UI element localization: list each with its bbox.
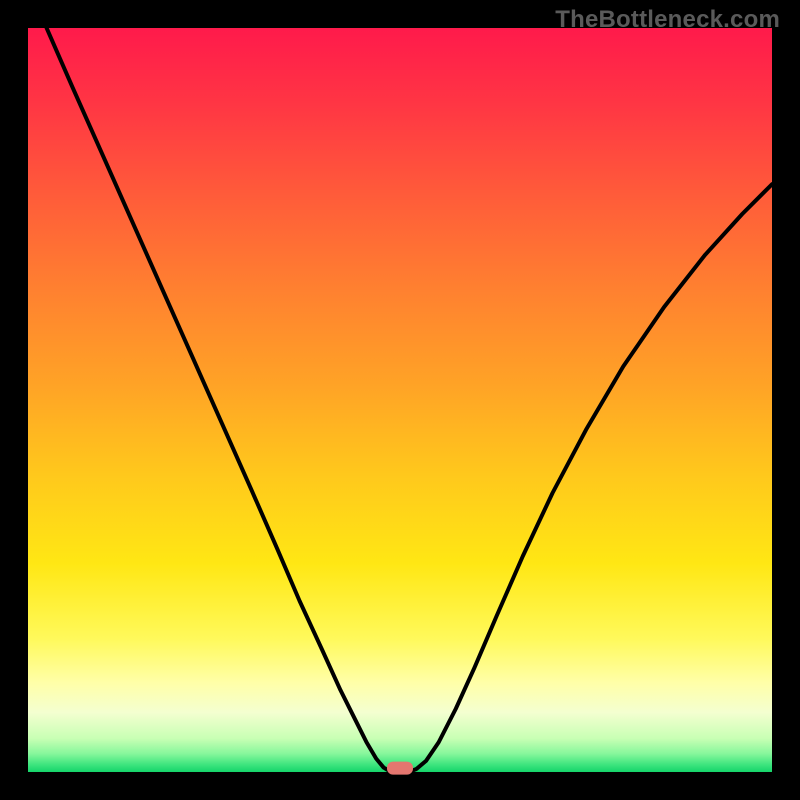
optimum-marker — [387, 762, 413, 775]
bottleneck-curve — [47, 28, 772, 772]
chart-frame: TheBottleneck.com — [0, 0, 800, 800]
plot-area — [28, 28, 772, 772]
curve-layer — [28, 28, 772, 772]
